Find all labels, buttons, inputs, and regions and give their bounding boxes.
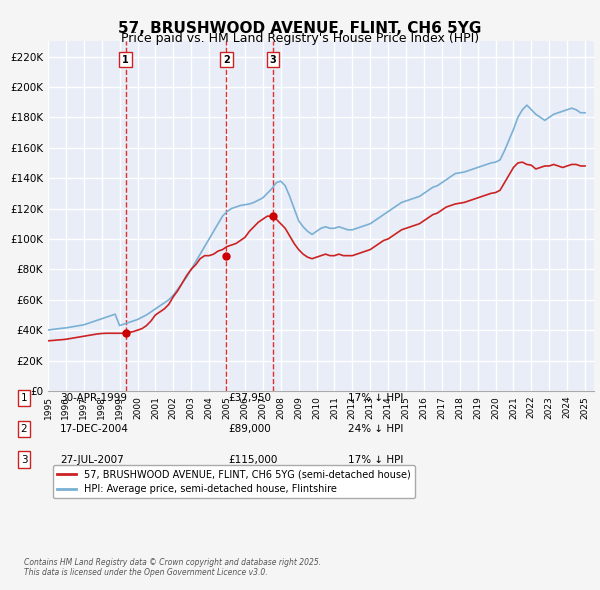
Text: 27-JUL-2007: 27-JUL-2007 [60,455,124,464]
Text: 2: 2 [223,54,230,64]
Text: 17% ↓ HPI: 17% ↓ HPI [348,394,403,403]
Text: £115,000: £115,000 [228,455,277,464]
Text: 17-DEC-2004: 17-DEC-2004 [60,424,129,434]
Text: Price paid vs. HM Land Registry's House Price Index (HPI): Price paid vs. HM Land Registry's House … [121,32,479,45]
Text: 30-APR-1999: 30-APR-1999 [60,394,127,403]
Text: 57, BRUSHWOOD AVENUE, FLINT, CH6 5YG: 57, BRUSHWOOD AVENUE, FLINT, CH6 5YG [118,21,482,35]
Text: 17% ↓ HPI: 17% ↓ HPI [348,455,403,464]
Legend: 57, BRUSHWOOD AVENUE, FLINT, CH6 5YG (semi-detached house), HPI: Average price, : 57, BRUSHWOOD AVENUE, FLINT, CH6 5YG (se… [53,466,415,498]
Text: Contains HM Land Registry data © Crown copyright and database right 2025.
This d: Contains HM Land Registry data © Crown c… [24,558,321,577]
Text: 1: 1 [122,54,129,64]
Text: 3: 3 [269,54,276,64]
Text: £37,950: £37,950 [228,394,271,403]
Text: £89,000: £89,000 [228,424,271,434]
Text: 1: 1 [20,394,28,403]
Text: 2: 2 [20,424,28,434]
Text: 24% ↓ HPI: 24% ↓ HPI [348,424,403,434]
Text: 3: 3 [20,455,28,464]
